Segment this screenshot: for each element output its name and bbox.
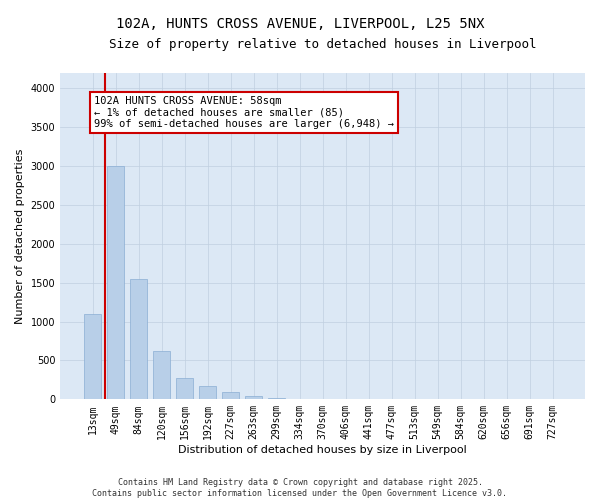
Bar [222,392,239,400]
Bar [130,278,147,400]
Text: 102A, HUNTS CROSS AVENUE, LIVERPOOL, L25 5NX: 102A, HUNTS CROSS AVENUE, LIVERPOOL, L25… [116,18,484,32]
Bar [291,398,308,400]
Bar [107,166,124,400]
Bar [176,378,193,400]
Bar [199,386,216,400]
X-axis label: Distribution of detached houses by size in Liverpool: Distribution of detached houses by size … [178,445,467,455]
Bar [153,351,170,400]
Bar [245,396,262,400]
Bar [84,314,101,400]
Text: 102A HUNTS CROSS AVENUE: 58sqm
← 1% of detached houses are smaller (85)
99% of s: 102A HUNTS CROSS AVENUE: 58sqm ← 1% of d… [94,96,394,129]
Text: Contains HM Land Registry data © Crown copyright and database right 2025.
Contai: Contains HM Land Registry data © Crown c… [92,478,508,498]
Bar [268,398,285,400]
Title: Size of property relative to detached houses in Liverpool: Size of property relative to detached ho… [109,38,536,51]
Y-axis label: Number of detached properties: Number of detached properties [15,148,25,324]
